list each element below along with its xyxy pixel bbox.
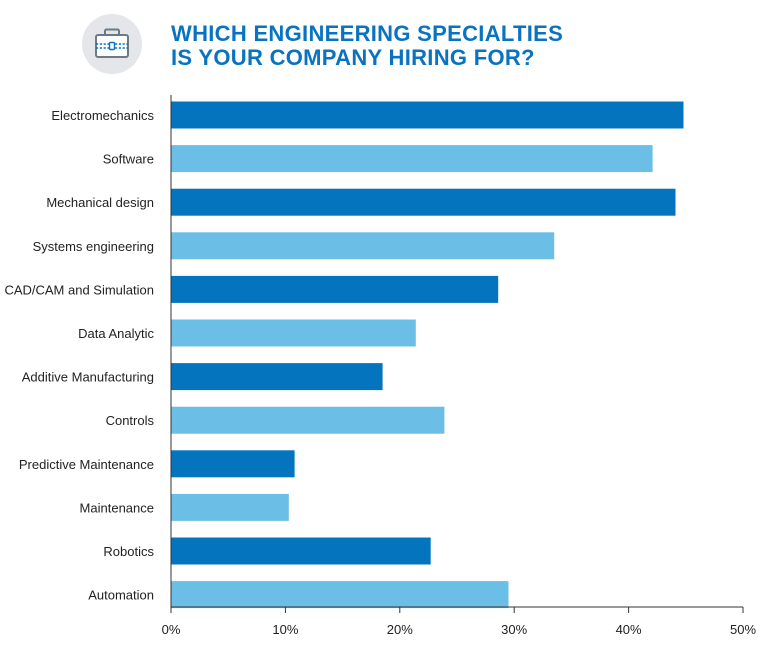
bars-layer bbox=[171, 101, 684, 609]
x-tick-label: 20% bbox=[387, 622, 413, 637]
category-label: Mechanical design bbox=[46, 195, 154, 210]
x-tick-label: 10% bbox=[272, 622, 298, 637]
briefcase-icon bbox=[82, 14, 142, 74]
category-labels: Electromechanics Software Mechanical desig… bbox=[4, 108, 154, 603]
category-label: Data Analytic bbox=[78, 326, 154, 341]
chart-title-line-2: IS YOUR COMPANY HIRING FOR? bbox=[171, 45, 535, 70]
category-label: Automation bbox=[88, 588, 154, 603]
bar bbox=[171, 450, 295, 478]
x-axis: 0% 10% 20% 30% 40% 50% bbox=[162, 95, 756, 637]
category-label: Controls bbox=[106, 413, 155, 428]
category-label: Systems engineering bbox=[33, 239, 154, 254]
bar bbox=[171, 581, 509, 609]
bar bbox=[171, 101, 684, 129]
x-tick-label: 40% bbox=[616, 622, 642, 637]
bar bbox=[171, 188, 676, 216]
chart-title: WHICH ENGINEERING SPECIALTIES IS YOUR CO… bbox=[171, 22, 563, 70]
bar bbox=[171, 363, 383, 391]
bar bbox=[171, 319, 416, 347]
bar bbox=[171, 537, 431, 565]
category-label: Additive Manufacturing bbox=[22, 370, 154, 385]
category-label: Maintenance bbox=[80, 500, 154, 515]
bar bbox=[171, 232, 555, 260]
bar bbox=[171, 406, 445, 434]
x-tick-label: 0% bbox=[162, 622, 181, 637]
category-label: Robotics bbox=[103, 544, 154, 559]
category-label: Electromechanics bbox=[51, 108, 154, 123]
x-tick-label: 30% bbox=[501, 622, 527, 637]
chart-title-line-1: WHICH ENGINEERING SPECIALTIES bbox=[171, 21, 564, 46]
bar bbox=[171, 275, 499, 303]
category-label: CAD/CAM and Simulation bbox=[4, 282, 154, 297]
x-tick-label: 50% bbox=[730, 622, 756, 637]
category-label: Software bbox=[103, 152, 154, 167]
bar bbox=[171, 493, 289, 521]
bar bbox=[171, 145, 653, 173]
category-label: Predictive Maintenance bbox=[19, 457, 154, 472]
